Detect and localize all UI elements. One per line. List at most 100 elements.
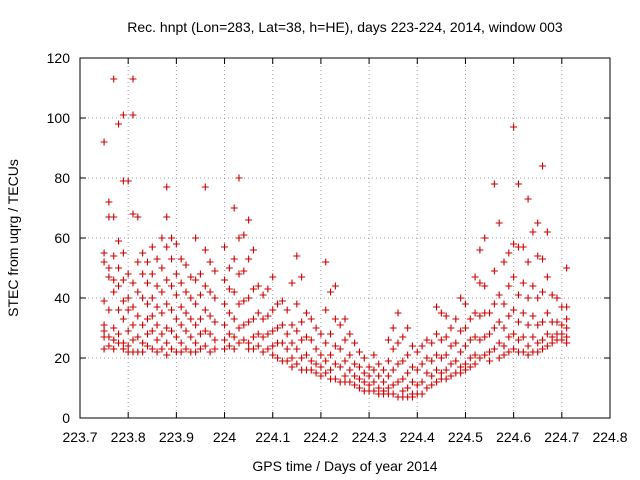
data-point xyxy=(413,366,421,374)
data-point xyxy=(134,312,142,320)
data-point xyxy=(543,342,551,350)
data-point xyxy=(221,321,229,329)
data-point xyxy=(423,336,431,344)
data-point xyxy=(312,345,320,353)
data-point xyxy=(225,309,233,317)
data-point xyxy=(457,363,465,371)
data-point xyxy=(293,345,301,353)
data-point xyxy=(471,309,479,317)
data-point xyxy=(524,195,532,203)
data-point xyxy=(476,312,484,320)
data-point xyxy=(168,345,176,353)
data-point xyxy=(177,279,185,287)
data-point xyxy=(317,330,325,338)
data-point xyxy=(307,315,315,323)
data-point xyxy=(153,336,161,344)
data-point xyxy=(196,315,204,323)
data-point xyxy=(548,339,556,347)
data-point xyxy=(163,243,171,251)
data-point xyxy=(466,315,474,323)
data-point xyxy=(139,294,147,302)
data-point xyxy=(543,330,551,338)
data-point xyxy=(505,312,513,320)
data-point xyxy=(192,300,200,308)
data-point xyxy=(351,339,359,347)
data-point xyxy=(168,306,176,314)
data-point xyxy=(394,309,402,317)
data-point xyxy=(539,336,547,344)
data-point xyxy=(471,351,479,359)
data-point xyxy=(505,282,513,290)
data-point xyxy=(495,339,503,347)
data-point xyxy=(365,372,373,380)
data-point xyxy=(331,315,339,323)
data-point xyxy=(278,339,286,347)
data-point xyxy=(461,342,469,350)
data-point xyxy=(283,306,291,314)
data-point xyxy=(168,255,176,263)
data-point xyxy=(346,366,354,374)
data-point xyxy=(201,246,209,254)
data-point xyxy=(100,321,108,329)
x-axis-label: GPS time / Days of year 2014 xyxy=(252,458,437,474)
data-point xyxy=(510,273,518,281)
data-point xyxy=(307,357,315,365)
data-point xyxy=(331,375,339,383)
data-point xyxy=(235,339,243,347)
data-point xyxy=(514,291,522,299)
data-point xyxy=(346,330,354,338)
data-point xyxy=(143,330,151,338)
data-point xyxy=(129,279,137,287)
data-point xyxy=(134,288,142,296)
data-point xyxy=(563,303,571,311)
data-point xyxy=(471,360,479,368)
data-point xyxy=(288,354,296,362)
data-point xyxy=(110,252,118,260)
data-point xyxy=(143,258,151,266)
data-point xyxy=(418,360,426,368)
data-point xyxy=(264,285,272,293)
data-point xyxy=(230,315,238,323)
data-point xyxy=(510,330,518,338)
data-point xyxy=(375,384,383,392)
data-point xyxy=(442,351,450,359)
data-point xyxy=(249,345,257,353)
data-point xyxy=(168,282,176,290)
data-points xyxy=(100,75,571,401)
data-point xyxy=(269,351,277,359)
data-point xyxy=(192,234,200,242)
data-point xyxy=(312,360,320,368)
data-point xyxy=(225,285,233,293)
data-point xyxy=(471,333,479,341)
data-point xyxy=(288,339,296,347)
data-point xyxy=(534,252,542,260)
data-point xyxy=(105,306,113,314)
data-point xyxy=(124,177,132,185)
data-point xyxy=(312,369,320,377)
data-point xyxy=(457,348,465,356)
data-point xyxy=(500,324,508,332)
data-point xyxy=(143,342,151,350)
x-tick-label: 224.2 xyxy=(303,429,338,445)
data-point xyxy=(110,276,118,284)
data-point xyxy=(437,336,445,344)
data-point xyxy=(129,336,137,344)
data-point xyxy=(115,282,123,290)
data-point xyxy=(346,378,354,386)
data-point xyxy=(360,369,368,377)
data-point xyxy=(245,318,253,326)
data-point xyxy=(153,303,161,311)
data-point xyxy=(139,249,147,257)
data-point xyxy=(230,345,238,353)
data-point xyxy=(274,354,282,362)
data-point xyxy=(514,180,522,188)
data-point xyxy=(148,327,156,335)
data-point xyxy=(182,288,190,296)
data-point xyxy=(500,258,508,266)
data-point xyxy=(264,345,272,353)
data-point xyxy=(461,324,469,332)
data-point xyxy=(163,276,171,284)
y-tick-label: 120 xyxy=(47,50,71,66)
data-point xyxy=(201,306,209,314)
data-point xyxy=(245,255,253,263)
